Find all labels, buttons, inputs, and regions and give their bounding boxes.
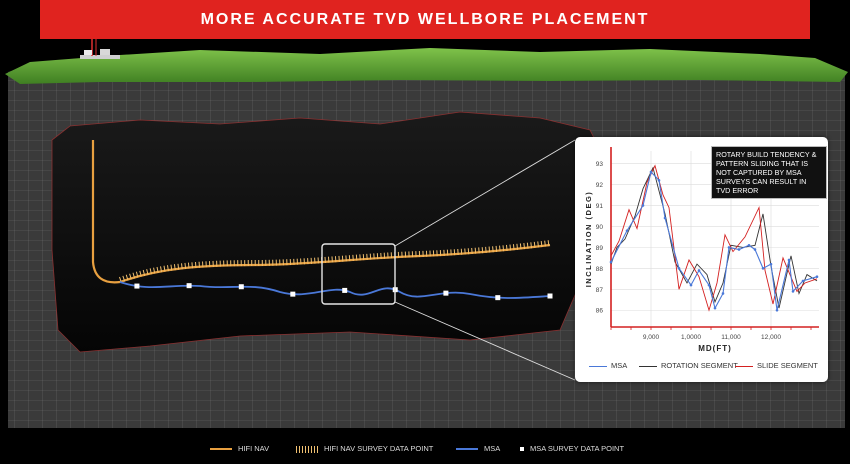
msa-point [677,267,681,270]
y-tick-label: 90 [596,224,604,231]
bottom-legend: HIFI NAV HIFI NAV SURVEY DATA POINT MSA … [40,443,810,459]
msa-point [657,179,661,182]
x-tick-label: 9,000 [643,334,660,341]
msa-point [787,258,791,262]
msa-survey-point [186,283,192,289]
chart-legend: MSA ROTATION SEGMENT SLIDE SEGMENT [575,361,828,375]
msa-survey-point [342,287,348,293]
chart-legend-item-slide: SLIDE SEGMENT [735,361,818,370]
y-tick-label: 93 [596,161,604,168]
msa-point [649,170,653,174]
msa-point [721,292,725,295]
zoom-line-top [394,139,576,247]
msa-survey-point [495,295,501,301]
msa-point [737,248,741,251]
msa-point [707,283,711,287]
msa-survey-point [134,283,140,289]
y-tick-label: 89 [596,245,604,252]
y-axis-label: INCLINATION (DEG) [584,191,593,288]
msa-survey-point [238,284,244,290]
msa-point [775,308,779,312]
msa-point [815,275,819,279]
page-title: MORE ACCURATE TVD WELLBORE PLACEMENT [40,0,810,39]
msa-point [801,279,805,283]
msa-point [609,260,613,264]
zoom-box [321,243,396,305]
msa-point [727,246,731,249]
series-line-slide-segment [610,164,818,312]
msa-point [791,290,795,293]
x-tick-label: 11,000 [721,334,741,341]
msa-point [769,262,773,266]
msa-point [747,243,751,247]
chart-legend-item-rotation: ROTATION SEGMENT [639,361,738,370]
y-tick-label: 91 [596,203,604,210]
msa-point [641,204,645,207]
legend-item-msa: MSA [456,443,500,455]
msa-point [689,283,693,287]
x-tick-label: 12,000 [761,334,781,341]
msa-survey-point [547,293,553,299]
msa-point [697,269,701,272]
msa-point [761,267,765,270]
legend-item-hifi-nav-survey-point: HIFI NAV SURVEY DATA POINT [296,443,433,455]
chart-legend-item-msa: MSA [589,361,627,370]
msa-path [119,281,551,299]
zoom-line-bottom [394,301,576,381]
msa-point [625,229,629,232]
legend-item-hifi-nav: HIFI NAV [210,443,269,455]
y-tick-label: 88 [596,266,604,273]
msa-survey-point [290,291,296,297]
cavity [51,111,601,353]
msa-point [663,216,667,220]
tvd-error-callout: ROTARY BUILD TENDENCY & PATTERN SLIDING … [711,146,827,199]
msa-point [753,248,757,251]
y-tick-label: 87 [596,287,604,294]
y-tick-label: 86 [596,308,604,315]
msa-survey-point [443,290,449,296]
series-line-rotation-segment [610,166,818,309]
x-tick-label: 1,0000 [681,334,701,341]
grass-surface [5,48,848,84]
msa-point [713,306,717,310]
legend-item-msa-survey-point: MSA SURVEY DATA POINT [520,443,624,455]
x-axis-label: MD(FT) [698,344,732,353]
y-tick-label: 92 [596,182,604,189]
